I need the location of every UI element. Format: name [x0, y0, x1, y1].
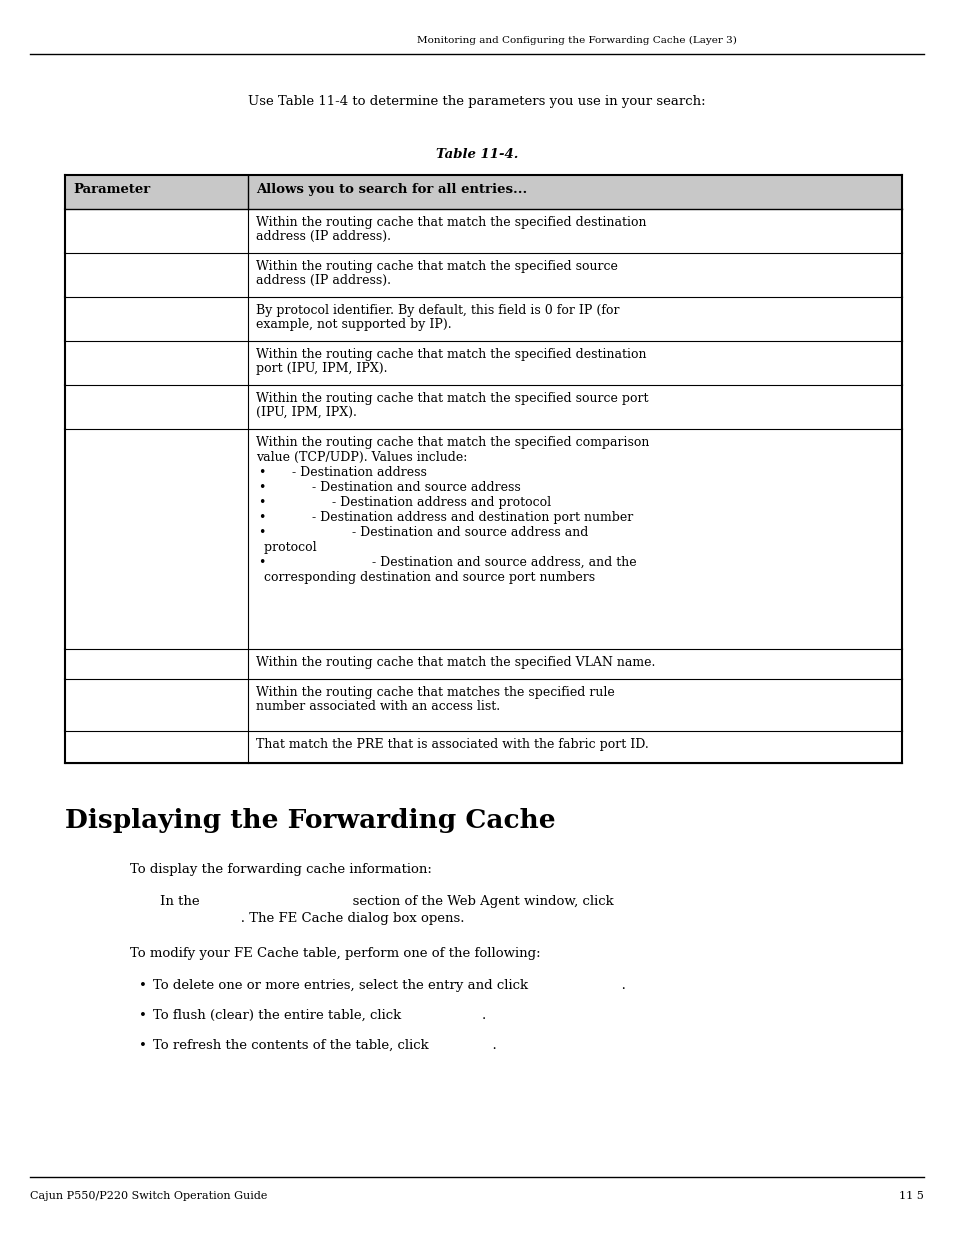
Text: •: • [139, 979, 147, 992]
Text: 11 5: 11 5 [898, 1191, 923, 1200]
Text: •: • [257, 556, 265, 569]
Text: That match the PRE that is associated with the fabric port ID.: That match the PRE that is associated wi… [255, 739, 648, 751]
Text: •: • [139, 1039, 147, 1052]
Text: To display the forwarding cache information:: To display the forwarding cache informat… [130, 863, 432, 876]
Text: address (IP address).: address (IP address). [255, 230, 391, 243]
Text: protocol: protocol [255, 541, 316, 555]
Text: Within the routing cache that match the specified source: Within the routing cache that match the … [255, 261, 618, 273]
Text: - Destination and source address, and the: - Destination and source address, and th… [268, 556, 636, 569]
Text: Parameter: Parameter [73, 183, 150, 196]
Bar [65, 175, 901, 209]
Text: Within the routing cache that match the specified destination: Within the routing cache that match the … [255, 348, 646, 361]
Text: number associated with an access list.: number associated with an access list. [255, 700, 499, 713]
Text: •: • [257, 526, 265, 538]
Text: Within the routing cache that match the specified destination: Within the routing cache that match the … [255, 216, 646, 228]
Text: Within the routing cache that matches the specified rule: Within the routing cache that matches th… [255, 685, 614, 699]
Text: •: • [139, 1009, 147, 1023]
Text: Cajun P550/P220 Switch Operation Guide: Cajun P550/P220 Switch Operation Guide [30, 1191, 267, 1200]
Text: value (TCP/UDP). Values include:: value (TCP/UDP). Values include: [255, 451, 467, 464]
Text: To delete one or more entries, select the entry and click                      .: To delete one or more entries, select th… [152, 979, 625, 992]
Text: Within the routing cache that match the specified comparison: Within the routing cache that match the … [255, 436, 649, 450]
Text: - Destination and source address: - Destination and source address [268, 480, 520, 494]
Text: Use Table 11-4 to determine the parameters you use in your search:: Use Table 11-4 to determine the paramete… [248, 95, 705, 107]
Text: . The FE Cache dialog box opens.: . The FE Cache dialog box opens. [160, 911, 464, 925]
Text: By protocol identifier. By default, this field is 0 for IP (for: By protocol identifier. By default, this… [255, 304, 618, 317]
Text: corresponding destination and source port numbers: corresponding destination and source por… [255, 571, 595, 584]
Text: In the                                    section of the Web Agent window, click: In the section of the Web Agent window, … [160, 895, 613, 908]
Text: Displaying the Forwarding Cache: Displaying the Forwarding Cache [65, 808, 555, 832]
Text: •: • [257, 466, 265, 479]
Text: example, not supported by IP).: example, not supported by IP). [255, 317, 451, 331]
Text: - Destination and source address and: - Destination and source address and [268, 526, 588, 538]
Text: (IPU, IPM, IPX).: (IPU, IPM, IPX). [255, 406, 356, 419]
Text: port (IPU, IPM, IPX).: port (IPU, IPM, IPX). [255, 362, 387, 375]
Text: •: • [257, 480, 265, 494]
Text: Within the routing cache that match the specified VLAN name.: Within the routing cache that match the … [255, 656, 655, 669]
Text: Table 11-4.: Table 11-4. [436, 148, 517, 161]
Text: •: • [257, 511, 265, 524]
Text: To refresh the contents of the table, click               .: To refresh the contents of the table, cl… [152, 1039, 497, 1052]
Text: To flush (clear) the entire table, click                   .: To flush (clear) the entire table, click… [152, 1009, 486, 1023]
Text: - Destination address and protocol: - Destination address and protocol [268, 496, 551, 509]
Text: - Destination address and destination port number: - Destination address and destination po… [268, 511, 633, 524]
Text: Monitoring and Configuring the Forwarding Cache (Layer 3): Monitoring and Configuring the Forwardin… [416, 36, 736, 46]
Text: - Destination address: - Destination address [268, 466, 426, 479]
Text: address (IP address).: address (IP address). [255, 274, 391, 287]
Text: Within the routing cache that match the specified source port: Within the routing cache that match the … [255, 391, 648, 405]
Text: To modify your FE Cache table, perform one of the following:: To modify your FE Cache table, perform o… [130, 947, 540, 960]
Text: •: • [257, 496, 265, 509]
Text: Allows you to search for all entries...: Allows you to search for all entries... [255, 183, 527, 196]
